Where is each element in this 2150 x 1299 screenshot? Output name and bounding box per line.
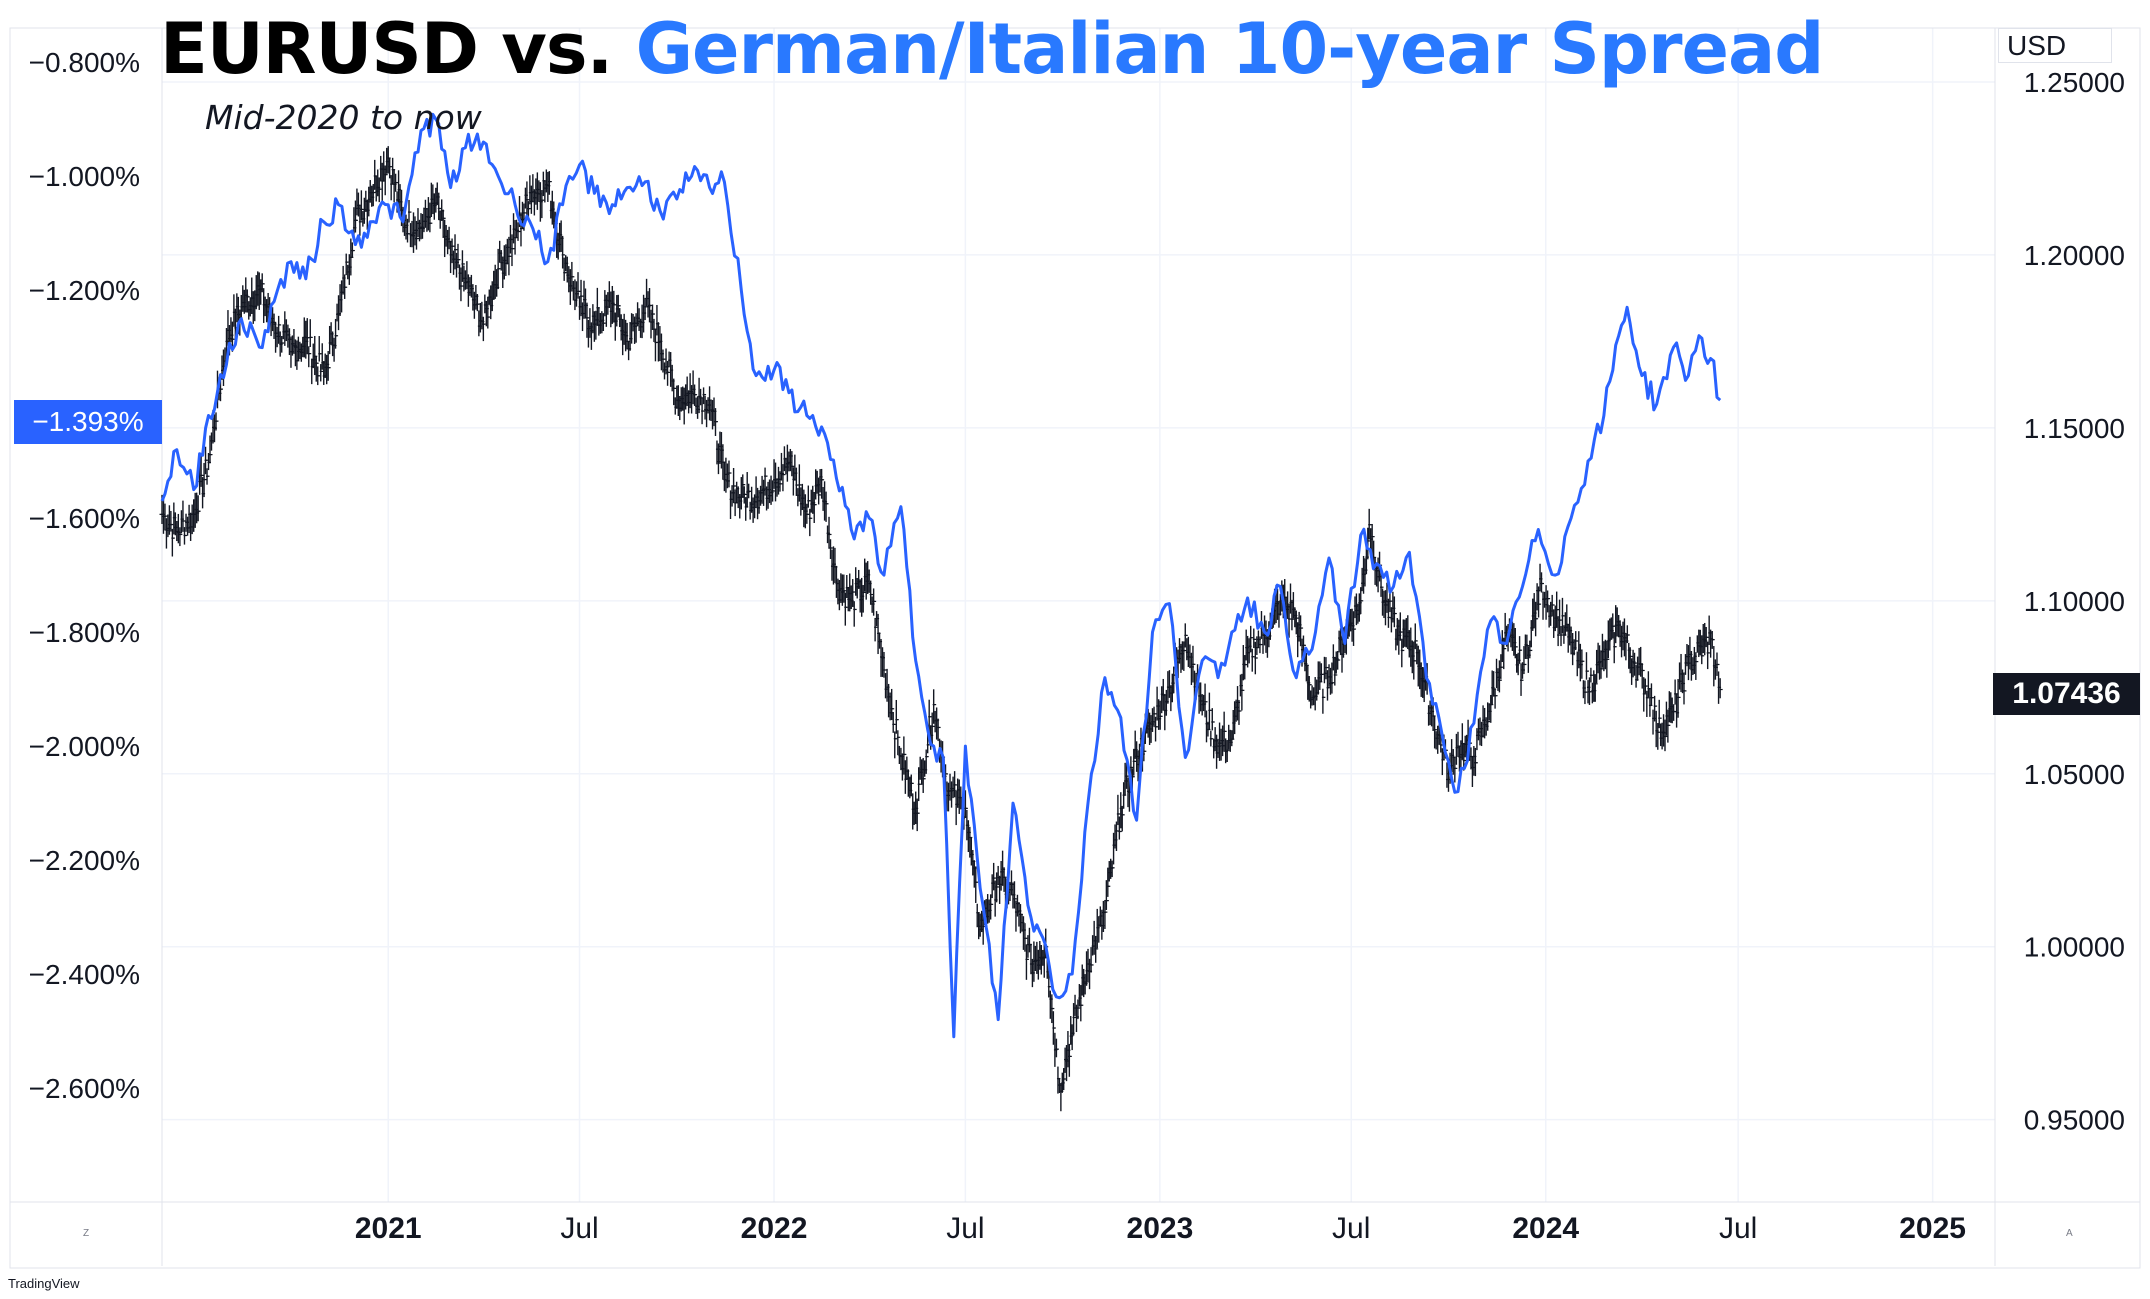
- right-tick-label: 1.10000: [2024, 586, 2125, 617]
- chart-frame: [9, 27, 2141, 1269]
- tradingview-brand-text: TradingView: [8, 1276, 80, 1291]
- auto-scale-button[interactable]: A: [2066, 1228, 2073, 1239]
- time-axis: 2021 Jul 2022 Jul 2023 Jul 2024 Jul 2025: [355, 1212, 1966, 1245]
- time-tick-label: 2024: [1512, 1212, 1579, 1245]
- time-tick-label: 2025: [1899, 1212, 1966, 1245]
- left-tick-label: −2.600%: [29, 1073, 140, 1104]
- spread-line: [160, 112, 1722, 1039]
- chart-subtitle: Mid-2020 to now: [205, 98, 482, 137]
- right-tick-label: 1.00000: [2024, 932, 2125, 963]
- time-tick-label: Jul: [1719, 1212, 1757, 1245]
- chart-title: EURUSD vs. German/Italian 10-year Spread: [160, 8, 1825, 90]
- left-tick-label: −1.000%: [29, 161, 140, 192]
- series-layer: [159, 112, 1723, 1112]
- right-axis: 1.25000 1.20000 1.15000 1.10000 1.05000 1.000…: [2024, 67, 2125, 1136]
- right-tick-label: 1.25000: [2024, 67, 2125, 98]
- zoom-mode-button[interactable]: Z: [83, 1228, 90, 1239]
- right-tick-label: 1.20000: [2024, 240, 2125, 271]
- left-tick-label: −2.200%: [29, 845, 140, 876]
- left-tick-label: −0.800%: [29, 47, 140, 78]
- time-tick-label: 2023: [1127, 1212, 1194, 1245]
- spread-last-value-badge: −1.393%: [14, 400, 162, 444]
- eurusd-series: [159, 146, 1723, 1112]
- right-tick-label: 1.15000: [2024, 413, 2125, 444]
- left-tick-label: −2.000%: [29, 731, 140, 762]
- time-tick-label: Jul: [1332, 1212, 1370, 1245]
- time-tick-label: 2022: [741, 1212, 808, 1245]
- eurusd-last-value-badge: 1.07436: [1993, 673, 2140, 715]
- right-tick-label: 0.95000: [2024, 1105, 2125, 1136]
- time-tick-label: Jul: [560, 1212, 598, 1245]
- title-part-spread: German/Italian 10-year Spread: [635, 8, 1825, 90]
- left-tick-label: −2.400%: [29, 959, 140, 990]
- outer-frame: [9, 27, 2141, 1269]
- time-tick-label: Jul: [946, 1212, 984, 1245]
- time-tick-label: 2021: [355, 1212, 422, 1245]
- right-tick-label: 1.05000: [2024, 759, 2125, 790]
- left-tick-label: −1.600%: [29, 503, 140, 534]
- currency-unit-label[interactable]: USD: [1998, 28, 2112, 63]
- title-part-eurusd: EURUSD vs.: [160, 8, 636, 90]
- left-tick-label: −1.200%: [29, 275, 140, 306]
- left-axis: −0.800% −1.000% −1.200% −1.600% −1.800% −2.00…: [29, 47, 140, 1104]
- tradingview-logo: TradingView: [8, 1276, 80, 1291]
- left-tick-label: −1.800%: [29, 617, 140, 648]
